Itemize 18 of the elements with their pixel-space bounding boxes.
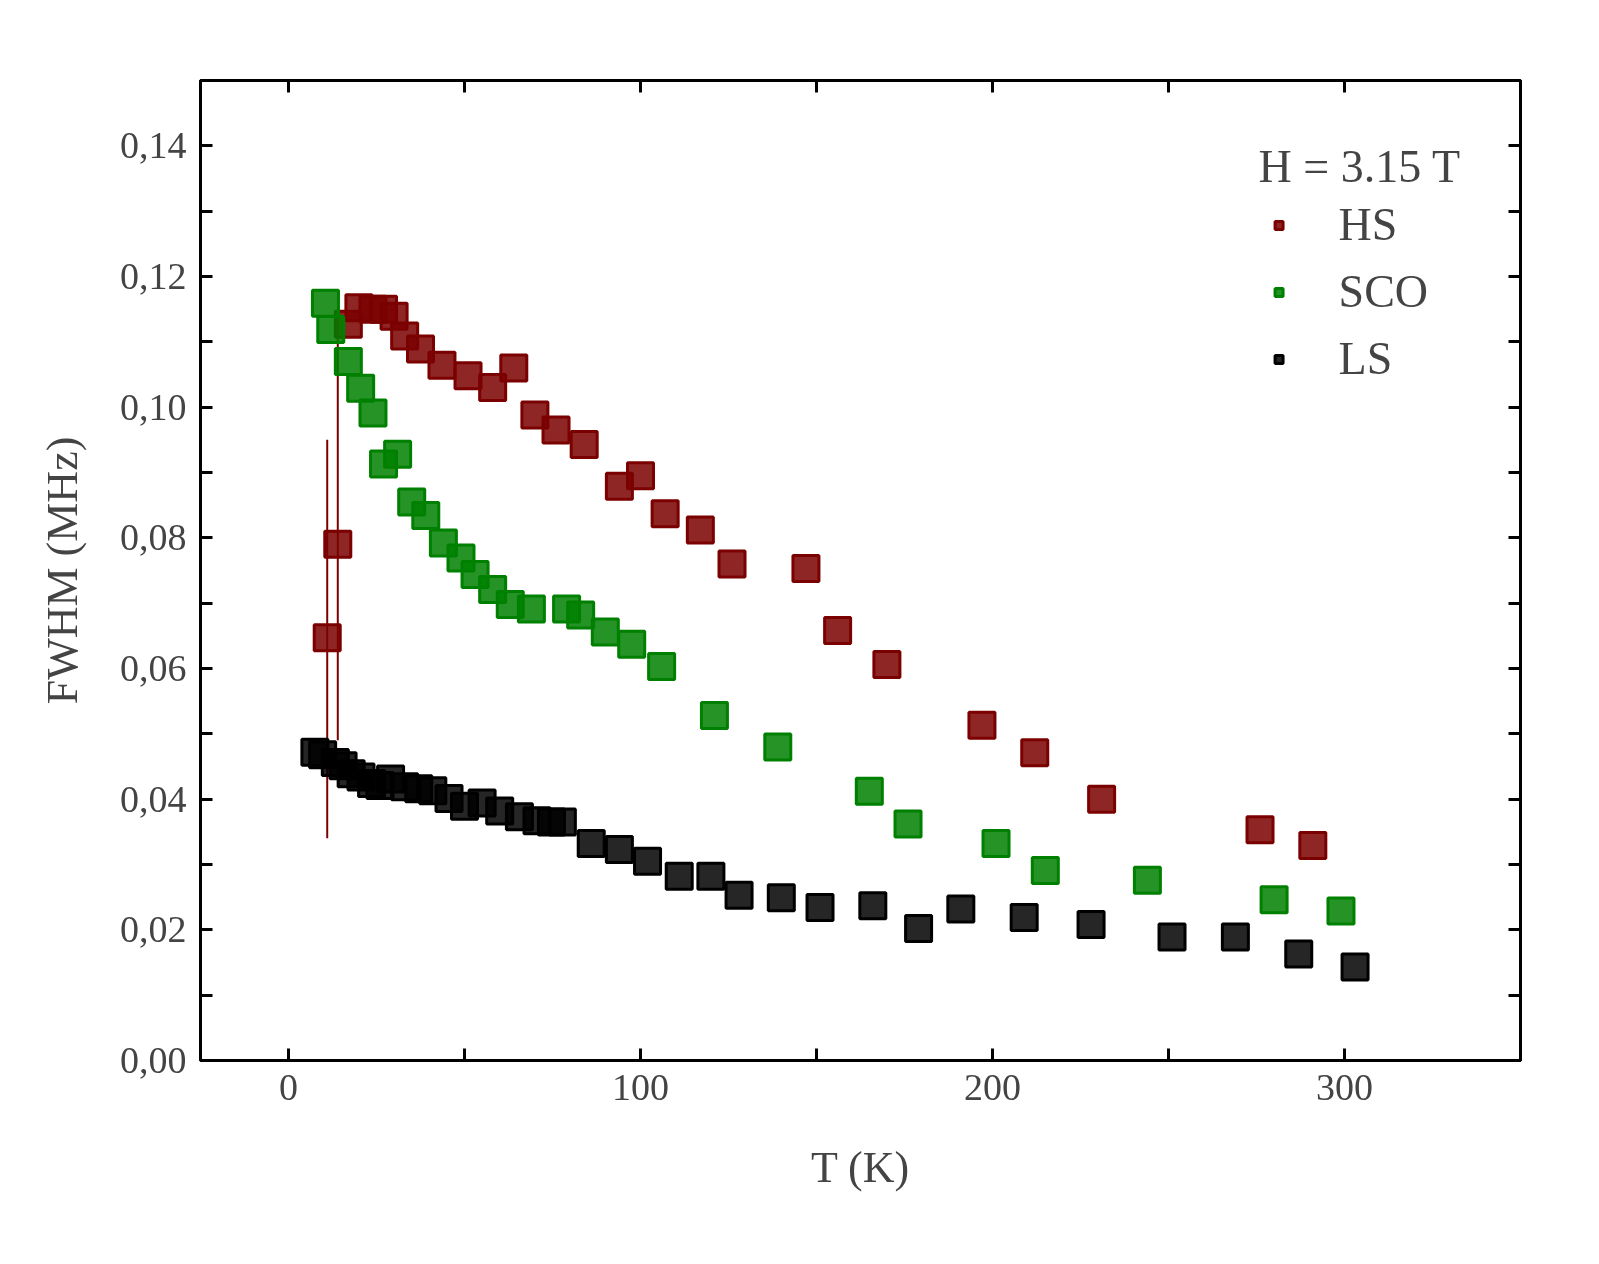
y-tick-label: 0,00 <box>120 1039 187 1081</box>
y-tick-label: 0,10 <box>120 385 187 428</box>
x-axis-title: T (K) <box>811 1142 910 1192</box>
x-tick-label: 0 <box>279 1065 298 1108</box>
x-tick-label: 200 <box>964 1065 1021 1108</box>
y-tick-label: 0,08 <box>120 516 187 559</box>
x-tick-label: 300 <box>1316 1065 1373 1108</box>
legend-label: HS <box>1338 198 1398 251</box>
legend-title: H = 3.15 T <box>1258 140 1460 193</box>
y-tick-label: 0,06 <box>120 647 187 689</box>
legend-label: SCO <box>1338 265 1429 318</box>
y-axis-title: FWHM (MHz) <box>38 436 87 705</box>
y-tick-label: 0,14 <box>120 124 187 167</box>
y-tick-label: 0,12 <box>120 255 187 297</box>
y-tick-label: 0,02 <box>120 908 187 951</box>
x-tick-label: 100 <box>612 1065 669 1108</box>
y-tick-label: 0,04 <box>120 777 187 820</box>
legend-label: LS <box>1338 332 1393 385</box>
